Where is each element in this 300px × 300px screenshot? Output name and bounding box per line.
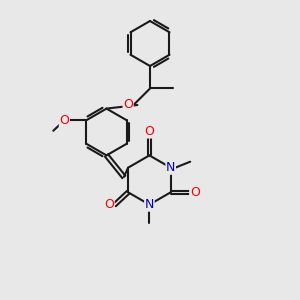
Text: O: O (190, 186, 200, 199)
Text: O: O (145, 125, 154, 138)
Text: O: O (59, 114, 69, 127)
Text: O: O (104, 198, 114, 212)
Text: O: O (123, 98, 133, 112)
Text: N: N (166, 161, 175, 174)
Text: N: N (145, 198, 154, 211)
